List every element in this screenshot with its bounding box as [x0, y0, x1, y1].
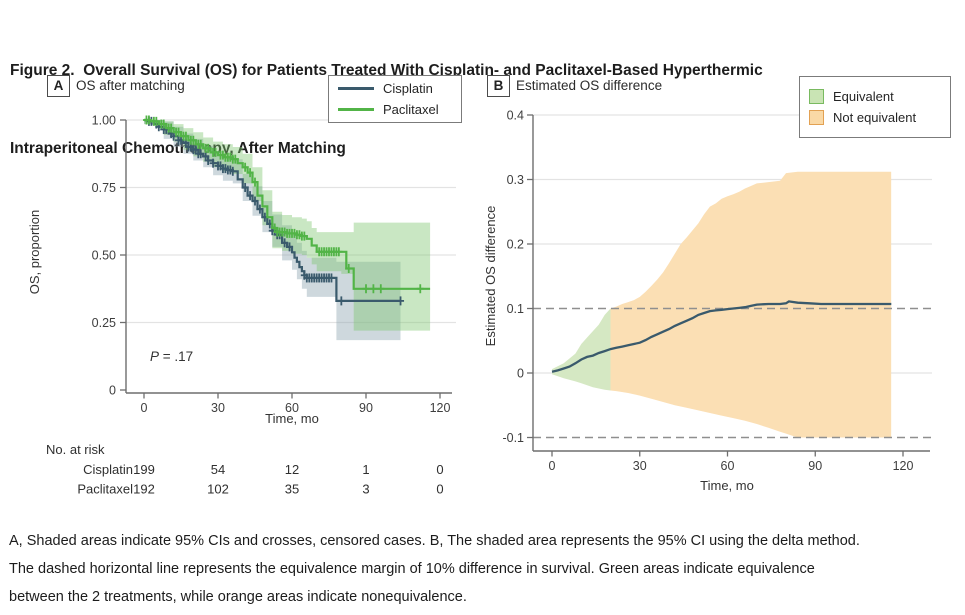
- risk-value: 35: [285, 482, 299, 497]
- risk-value: 0: [436, 482, 443, 497]
- y-tick-label: 0.2: [507, 238, 524, 252]
- x-tick-label: 90: [808, 459, 822, 473]
- risk-row-name: Paclitaxel: [77, 482, 133, 497]
- y-tick-label: 0.75: [92, 181, 116, 195]
- not-equivalent-swatch: [809, 110, 824, 125]
- panel-a-x-axis-title: Time, mo: [265, 411, 319, 426]
- panel-b-title: Estimated OS difference: [516, 78, 663, 93]
- ci-band-equivalent: [552, 308, 611, 391]
- figure-title-line1: Figure 2. Overall Survival (OS) for Pati…: [10, 62, 763, 79]
- ci-band-paclitaxel: [144, 120, 431, 331]
- risk-table-title: No. at risk: [46, 442, 105, 457]
- x-tick-label: 0: [549, 459, 556, 473]
- panel-b-label: B: [487, 75, 510, 97]
- equivalent-swatch: [809, 89, 824, 104]
- risk-value: 102: [207, 482, 229, 497]
- p-value-symbol: P: [150, 349, 160, 364]
- y-tick-label: 0: [109, 384, 116, 398]
- x-tick-label: 120: [893, 459, 914, 473]
- axes: -0.1 0 0.1 0.2 0.3 0.4 0 30 60 90 120: [502, 109, 930, 473]
- y-tick-label: 1.00: [92, 114, 116, 128]
- x-tick-label: 90: [359, 401, 373, 415]
- y-tick-label: 0.1: [507, 302, 524, 316]
- caption-line-2: The dashed horizontal line represents th…: [9, 561, 815, 577]
- caption-line-1: A, Shaded areas indicate 95% CIs and cro…: [9, 533, 860, 549]
- x-tick-label: 0: [141, 401, 148, 415]
- panel-b-legend: Equivalent Not equivalent: [799, 76, 951, 138]
- y-tick-label: -0.1: [502, 431, 524, 445]
- legend-entry-cisplatin: Cisplatin: [329, 78, 461, 99]
- p-value-number: = .17: [159, 349, 194, 364]
- panel-a-title: OS after matching: [76, 78, 185, 93]
- risk-value: 1: [362, 462, 369, 477]
- panel-a-legend: Cisplatin Paclitaxel: [328, 75, 462, 123]
- risk-value: 3: [362, 482, 369, 497]
- legend-entry-paclitaxel: Paclitaxel: [329, 99, 461, 120]
- legend-label-not-equivalent: Not equivalent: [833, 110, 917, 125]
- cisplatin-line-swatch: [338, 87, 374, 90]
- y-tick-label: 0.3: [507, 173, 524, 187]
- axes: 0 0.25 0.50 0.75 1.00 0 30 60 90 120: [92, 114, 452, 415]
- panel-a-label: A: [47, 75, 70, 97]
- risk-row-name: Cisplatin: [83, 462, 133, 477]
- caption-line-3: between the 2 treatments, while orange a…: [9, 589, 467, 605]
- panel-a-y-axis-title: OS, proportion: [27, 209, 42, 295]
- y-tick-label: 0.25: [92, 316, 116, 330]
- legend-label-cisplatin: Cisplatin: [383, 81, 433, 96]
- legend-label-equivalent: Equivalent: [833, 89, 894, 104]
- panel-b-y-axis-title: Estimated OS difference: [483, 205, 498, 347]
- legend-entry-not-equivalent: Not equivalent: [800, 107, 950, 128]
- os-difference-line: [551, 300, 892, 373]
- x-tick-label: 30: [633, 459, 647, 473]
- censor-marks-paclitaxel: [142, 115, 424, 294]
- risk-value: 199: [133, 462, 155, 477]
- y-tick-label: 0.4: [507, 109, 524, 123]
- x-tick-label: 30: [211, 401, 225, 415]
- figure-title: Figure 2. Overall Survival (OS) for Pati…: [10, 6, 763, 214]
- y-tick-label: 0.50: [92, 249, 116, 263]
- risk-value: 0: [436, 462, 443, 477]
- legend-label-paclitaxel: Paclitaxel: [383, 102, 439, 117]
- risk-value: 192: [133, 482, 155, 497]
- ci-band-not-equivalent: [610, 171, 892, 438]
- x-tick-label: 120: [430, 401, 451, 415]
- legend-entry-equivalent: Equivalent: [800, 86, 950, 107]
- panel-b-chart: -0.1 0 0.1 0.2 0.3 0.4 0 30 60 90 120: [502, 109, 932, 473]
- figure-caption: A, Shaded areas indicate 95% CIs and cro…: [9, 527, 860, 611]
- x-tick-label: 60: [285, 401, 299, 415]
- paclitaxel-line-swatch: [338, 108, 374, 111]
- y-tick-label: 0: [517, 367, 524, 381]
- risk-value: 12: [285, 462, 299, 477]
- panel-b-x-axis-title: Time, mo: [700, 478, 754, 493]
- p-value-annotation: P = .17: [150, 349, 193, 364]
- risk-value: 54: [211, 462, 225, 477]
- x-tick-label: 60: [721, 459, 735, 473]
